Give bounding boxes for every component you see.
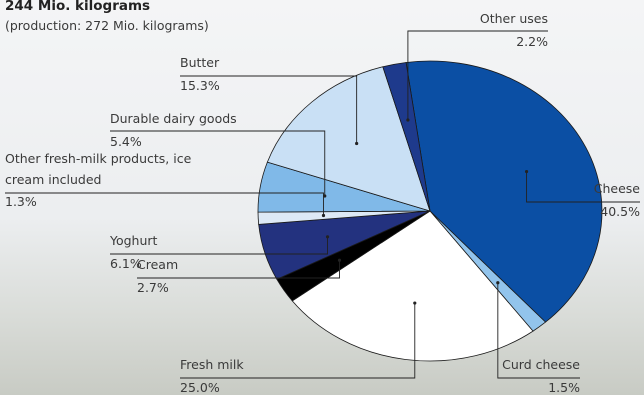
slice-label: Butter 15.3%: [180, 52, 300, 98]
pie-slice: [405, 60, 603, 323]
category-label: Other uses: [479, 11, 548, 26]
slice-label: Other uses 2.2%: [448, 8, 548, 54]
value-label: 40.5%: [600, 204, 640, 219]
category-label: Curd cheese: [502, 357, 580, 372]
leader-dot: [321, 213, 326, 218]
chart-subtitle: (production: 272 Mio. kilograms): [5, 18, 209, 33]
value-label: 2.2%: [516, 34, 548, 49]
leader-line: [180, 75, 358, 144]
category-label: Cream: [137, 257, 179, 272]
pie-slice: [266, 66, 431, 212]
slice-label: Other fresh-milk products, ice cream inc…: [5, 148, 205, 214]
leader-line: [5, 192, 324, 216]
leader-line: [110, 236, 328, 255]
leader-dot: [337, 258, 342, 262]
value-label: 5.4%: [110, 134, 142, 149]
leader-line: [497, 282, 580, 379]
leader-dot: [496, 281, 500, 285]
category-label: Butter: [180, 55, 220, 70]
category-label: Other fresh-milk products, ice cream inc…: [5, 151, 192, 187]
value-label: 1.5%: [548, 380, 580, 395]
pie-slice: [382, 62, 431, 212]
pie-slice: [291, 210, 534, 362]
value-label: 15.3%: [180, 78, 220, 93]
value-label: 25.0%: [180, 380, 220, 395]
category-label: Fresh milk: [180, 357, 244, 372]
chart-title: 244 Mio. kilograms: [5, 0, 151, 14]
slice-label: Yoghurt 6.1%: [110, 230, 230, 276]
value-label: 1.3%: [5, 194, 37, 209]
leader-line: [407, 30, 548, 121]
value-label: 2.7%: [137, 280, 169, 295]
slice-label: Cream 2.7%: [137, 254, 257, 300]
category-label: Durable dairy goods: [110, 111, 237, 126]
leader-line: [180, 303, 416, 379]
leader-dot: [524, 169, 529, 174]
leader-line: [110, 130, 326, 197]
leader-dot: [413, 301, 417, 305]
leader-line: [137, 260, 340, 279]
category-label: Yoghurt: [110, 233, 158, 248]
leader-line: [526, 171, 640, 203]
category-label: Cheese: [593, 181, 640, 196]
leader-dot: [325, 235, 330, 239]
value-label: 6.1%: [110, 256, 142, 271]
slice-label: Cheese 40.5%: [500, 178, 640, 224]
slice-label: Curd cheese 1.5%: [470, 354, 580, 395]
leader-dot: [406, 118, 410, 122]
slice-label: Durable dairy goods 5.4%: [110, 108, 280, 154]
slice-label: Fresh milk 25.0%: [180, 354, 330, 395]
leader-dot: [355, 141, 359, 146]
leader-dot: [323, 194, 327, 198]
